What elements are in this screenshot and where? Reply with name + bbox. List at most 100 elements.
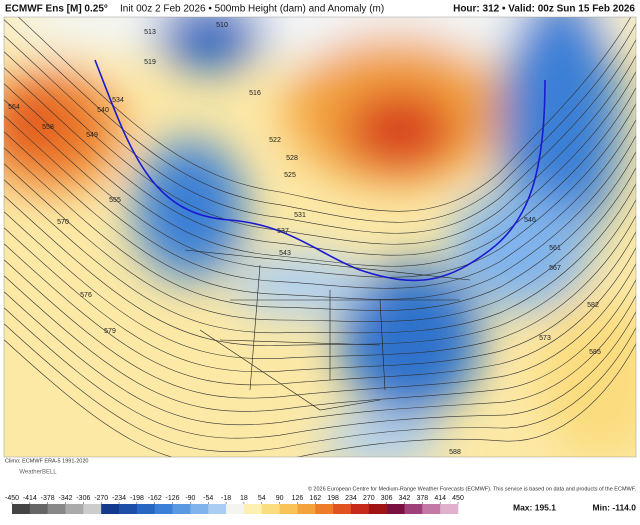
colorbar-tick-label: -54: [203, 495, 213, 502]
colorbar-swatch: [47, 504, 66, 514]
contour-label: 567: [549, 265, 561, 272]
colorbar-swatch: [83, 504, 102, 514]
contour-line: [4, 195, 636, 346]
contour-line: [4, 163, 636, 322]
contour-label: 561: [549, 245, 561, 252]
contour-line: [4, 307, 636, 439]
max-value: Max: 195.1: [513, 502, 556, 512]
colorbar-swatch: [29, 504, 48, 514]
colorbar-swatch: [279, 504, 298, 514]
contour-label: 537: [277, 228, 289, 235]
contour-line: [4, 131, 636, 300]
contour-label: 522: [269, 137, 281, 144]
contour-label: 564: [8, 104, 20, 111]
contour-line: [4, 323, 636, 453]
colorbar-tick-label: -198: [130, 495, 144, 502]
contour-line: [4, 275, 636, 412]
contour-label: 540: [97, 107, 109, 114]
contour-line: [4, 35, 636, 234]
colorbar-swatch: [172, 504, 191, 514]
colorbar-tick-label: 270: [363, 495, 375, 502]
colorbar-tick-label: 162: [309, 495, 321, 502]
colorbar-swatch: [368, 504, 387, 514]
title: ECMWF Ens [M] 0.25°: [5, 4, 108, 15]
contour-label: 570: [57, 219, 69, 226]
contour-line: [4, 83, 636, 267]
logo: WeatherBELL: [19, 470, 57, 476]
contour-line: [4, 259, 636, 399]
contour-label: 531: [294, 212, 306, 219]
colorbar-tick-label: -126: [166, 495, 180, 502]
colorbar-tick-label: -90: [185, 495, 195, 502]
contour-label: 588: [449, 449, 461, 456]
contour-540: [94, 59, 546, 282]
colorbar-tick-label: 126: [292, 495, 304, 502]
height-contours: [4, 17, 636, 457]
colorbar-swatch: [190, 504, 209, 514]
contour-label: 543: [279, 250, 291, 257]
colorbar-tick-label: 54: [258, 495, 266, 502]
colorbar-swatch: [333, 504, 352, 514]
contour-line: [4, 211, 636, 360]
colorbar-tick-label: 234: [345, 495, 357, 502]
colorbar-tick-label: -306: [76, 495, 90, 502]
contour-line: [17, 17, 632, 212]
colorbar-tick-label: 198: [327, 495, 339, 502]
colorbar-tick-label: -450: [5, 495, 19, 502]
colorbar-swatch: [297, 504, 316, 514]
colorbar-swatch: [226, 504, 245, 514]
contour-label: 555: [109, 197, 121, 204]
map: [4, 17, 636, 457]
contour-label: 516: [249, 90, 261, 97]
contour-label: 519: [144, 59, 156, 66]
climo-note: Climo: ECMWF ERA-5 1991-2020: [5, 458, 88, 464]
colorbar-tick-label: 414: [434, 495, 446, 502]
colorbar-tick-label: -342: [59, 495, 73, 502]
subtitle: Init 00z 2 Feb 2026 • 500mb Height (dam)…: [120, 4, 384, 15]
colorbar-tick-label: -162: [148, 495, 162, 502]
colorbar-swatch: [386, 504, 405, 514]
map-frame: [3, 16, 637, 458]
colorbar-tick-label: 306: [381, 495, 393, 502]
colorbar-tick-label: -234: [112, 495, 126, 502]
contour-line: [4, 179, 636, 334]
colorbar-swatch: [422, 504, 441, 514]
colorbar-tick-label: -378: [41, 495, 55, 502]
copyright: © 2026 European Centre for Medium-Range …: [308, 485, 637, 492]
contour-line: [4, 227, 636, 373]
contour-line: [4, 291, 636, 426]
borders: [184, 249, 471, 411]
colorbar-swatch: [12, 504, 31, 514]
colorbar-swatch: [243, 504, 263, 514]
contour-label: 528: [286, 155, 298, 162]
contour-label: 573: [539, 335, 551, 342]
colorbar-swatch: [119, 504, 138, 514]
contour-label: 513: [144, 29, 156, 36]
contour-line: [4, 339, 636, 457]
contour-label: 579: [104, 328, 116, 335]
colorbar-swatch: [208, 504, 227, 514]
colorbar-swatch: [154, 504, 173, 514]
contour-label: 585: [589, 349, 601, 356]
colorbar-swatch: [404, 504, 423, 514]
min-value: Min: -114.0: [593, 502, 637, 512]
contour-label: 582: [587, 302, 599, 309]
contour-line: [4, 115, 636, 289]
colorbar-swatch: [315, 504, 334, 514]
contour-label: 546: [524, 217, 536, 224]
colorbar-swatch: [440, 504, 459, 514]
anomaly-field: [4, 17, 636, 457]
contour-label: 534: [112, 97, 124, 104]
contour-line: [4, 99, 636, 278]
contour-line: [4, 67, 636, 256]
colorbar-tick-label: -270: [94, 495, 108, 502]
colorbar-swatch: [136, 504, 156, 514]
contour-line: [4, 147, 636, 311]
colorbar-swatch: [261, 504, 280, 514]
contour-line: [4, 243, 636, 386]
colorbar-tick-label: 378: [416, 495, 428, 502]
colorbar-swatch: [350, 504, 370, 514]
contour-line: [4, 51, 636, 245]
